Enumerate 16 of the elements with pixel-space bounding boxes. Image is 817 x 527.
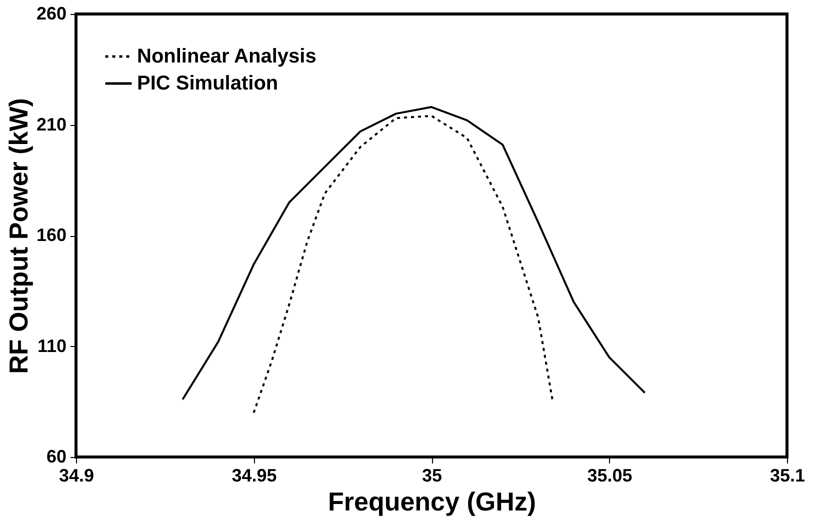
y-tick-label: 110: [37, 336, 66, 356]
y-tick-label: 160: [36, 225, 66, 245]
x-tick-label: 35.05: [587, 466, 632, 486]
y-tick-label: 210: [36, 114, 66, 134]
x-tick-label: 35: [422, 466, 442, 486]
x-tick-label: 34.9: [58, 466, 94, 486]
x-tick-label: 35.1: [770, 466, 806, 486]
x-tick-label: 34.95: [232, 466, 277, 486]
y-tick-label: 260: [36, 4, 66, 24]
y-axis-title: RF Output Power (kW): [3, 98, 34, 374]
line-series: [182, 106, 646, 400]
legend-label: Nonlinear Analysis: [137, 46, 316, 68]
y-tick-label: 60: [46, 446, 66, 466]
x-axis-title: Frequency (GHz): [328, 486, 536, 516]
legend-label: PIC Simulation: [137, 72, 278, 94]
line-series: [252, 114, 554, 414]
